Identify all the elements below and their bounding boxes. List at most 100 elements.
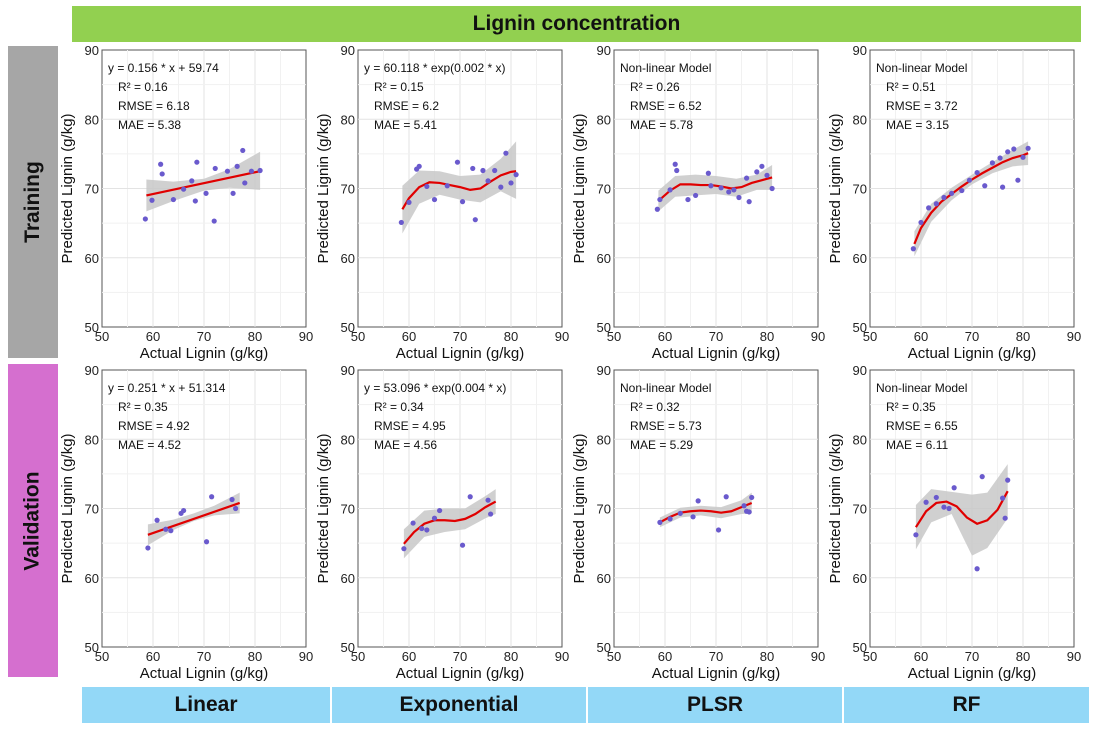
y-tick-label: 80: [341, 112, 355, 127]
y-tick-label: 60: [597, 571, 611, 586]
annotation-text: R² = 0.51: [886, 80, 936, 94]
x-tick-label: 80: [504, 329, 518, 344]
y-tick-label: 70: [85, 502, 99, 517]
data-point: [145, 545, 151, 551]
data-point: [1005, 149, 1011, 155]
data-point: [242, 180, 248, 186]
y-tick-label: 50: [597, 320, 611, 335]
column-label-rf: RF: [844, 687, 1089, 723]
x-tick-label: 50: [607, 329, 621, 344]
annotation-text: R² = 0.32: [630, 400, 680, 414]
data-point: [941, 504, 947, 510]
y-tick-label: 80: [853, 112, 867, 127]
data-point: [431, 196, 438, 203]
annotation-text: RMSE = 3.72: [886, 99, 958, 113]
data-point: [754, 169, 760, 175]
data-point: [979, 474, 985, 480]
confidence-band: [146, 151, 261, 212]
y-tick-label: 50: [341, 640, 355, 655]
x-tick-label: 90: [1067, 329, 1081, 344]
data-point: [982, 183, 988, 189]
x-tick-label: 60: [914, 649, 928, 664]
fit-line: [401, 170, 517, 210]
y-tick-label: 60: [597, 251, 611, 266]
data-point: [470, 165, 476, 172]
y-axis-label: Predicted Lignin (g/kg): [315, 433, 332, 583]
data-point: [749, 494, 755, 501]
x-tick-label: 60: [146, 649, 160, 664]
x-tick-label: 60: [658, 649, 672, 664]
x-axis-label: Actual Lignin (g/kg): [652, 345, 780, 362]
data-point: [657, 196, 663, 203]
x-tick-label: 80: [1016, 329, 1030, 344]
x-tick-label: 60: [658, 329, 672, 344]
data-point: [189, 178, 195, 184]
x-tick-label: 80: [248, 329, 262, 344]
x-tick-label: 70: [197, 649, 211, 664]
data-point: [667, 187, 673, 193]
annotation-text: RMSE = 6.2: [374, 99, 439, 113]
annotation-text: RMSE = 6.52: [630, 99, 702, 113]
x-tick-label: 70: [453, 649, 467, 664]
x-tick-label: 90: [299, 329, 313, 344]
confidence-band: [403, 489, 496, 559]
data-point: [212, 165, 218, 172]
y-tick-label: 80: [597, 112, 611, 127]
annotation-text: MAE = 4.52: [118, 438, 181, 452]
data-point: [248, 168, 255, 174]
annotation-text: RMSE = 6.18: [118, 99, 190, 113]
data-point: [726, 189, 732, 195]
annotation-text: R² = 0.16: [118, 80, 168, 94]
y-tick-label: 70: [341, 182, 355, 197]
annotation-text: MAE = 5.41: [374, 118, 437, 132]
data-point: [472, 217, 478, 223]
x-tick-label: 50: [351, 649, 365, 664]
annotation-text: Non-linear Model: [876, 381, 967, 395]
data-point: [693, 192, 699, 199]
y-tick-label: 70: [597, 502, 611, 517]
data-point: [459, 542, 466, 548]
data-point: [769, 185, 775, 192]
annotation-text: R² = 0.26: [630, 80, 680, 94]
y-tick-label: 60: [341, 571, 355, 586]
x-tick-label: 50: [95, 329, 109, 344]
annotation-text: RMSE = 6.55: [886, 419, 958, 433]
annotation-text: R² = 0.35: [886, 400, 936, 414]
data-point: [192, 198, 198, 204]
data-point: [159, 171, 165, 177]
annotation-text: y = 0.251 * x + 51.314: [108, 381, 226, 395]
data-point: [918, 219, 924, 226]
x-tick-label: 80: [248, 649, 262, 664]
data-point: [485, 497, 491, 503]
data-point: [181, 507, 187, 514]
data-point: [459, 199, 466, 205]
data-point: [1025, 145, 1031, 151]
data-point: [203, 190, 209, 196]
data-point: [257, 167, 263, 174]
y-tick-label: 80: [341, 432, 355, 447]
data-point: [168, 528, 174, 534]
y-tick-label: 90: [597, 363, 611, 378]
y-tick-label: 90: [341, 363, 355, 378]
data-point: [946, 505, 952, 512]
x-tick-label: 60: [402, 649, 416, 664]
y-tick-label: 50: [85, 640, 99, 655]
annotation-text: y = 60.118 * exp(0.002 * x): [364, 61, 506, 75]
data-point: [951, 485, 957, 491]
data-point: [667, 516, 673, 522]
data-point: [941, 194, 947, 201]
data-point: [401, 546, 407, 552]
data-point: [949, 190, 955, 196]
x-tick-label: 90: [811, 649, 825, 664]
y-tick-label: 70: [597, 182, 611, 197]
data-point: [234, 163, 240, 169]
data-point: [154, 517, 160, 523]
x-tick-label: 70: [709, 649, 723, 664]
data-point: [736, 194, 742, 201]
annotation-text: MAE = 6.11: [886, 438, 948, 452]
data-point: [431, 515, 438, 521]
data-point: [1000, 495, 1006, 501]
y-tick-label: 70: [341, 502, 355, 517]
x-tick-label: 90: [555, 649, 569, 664]
data-point: [149, 197, 155, 203]
